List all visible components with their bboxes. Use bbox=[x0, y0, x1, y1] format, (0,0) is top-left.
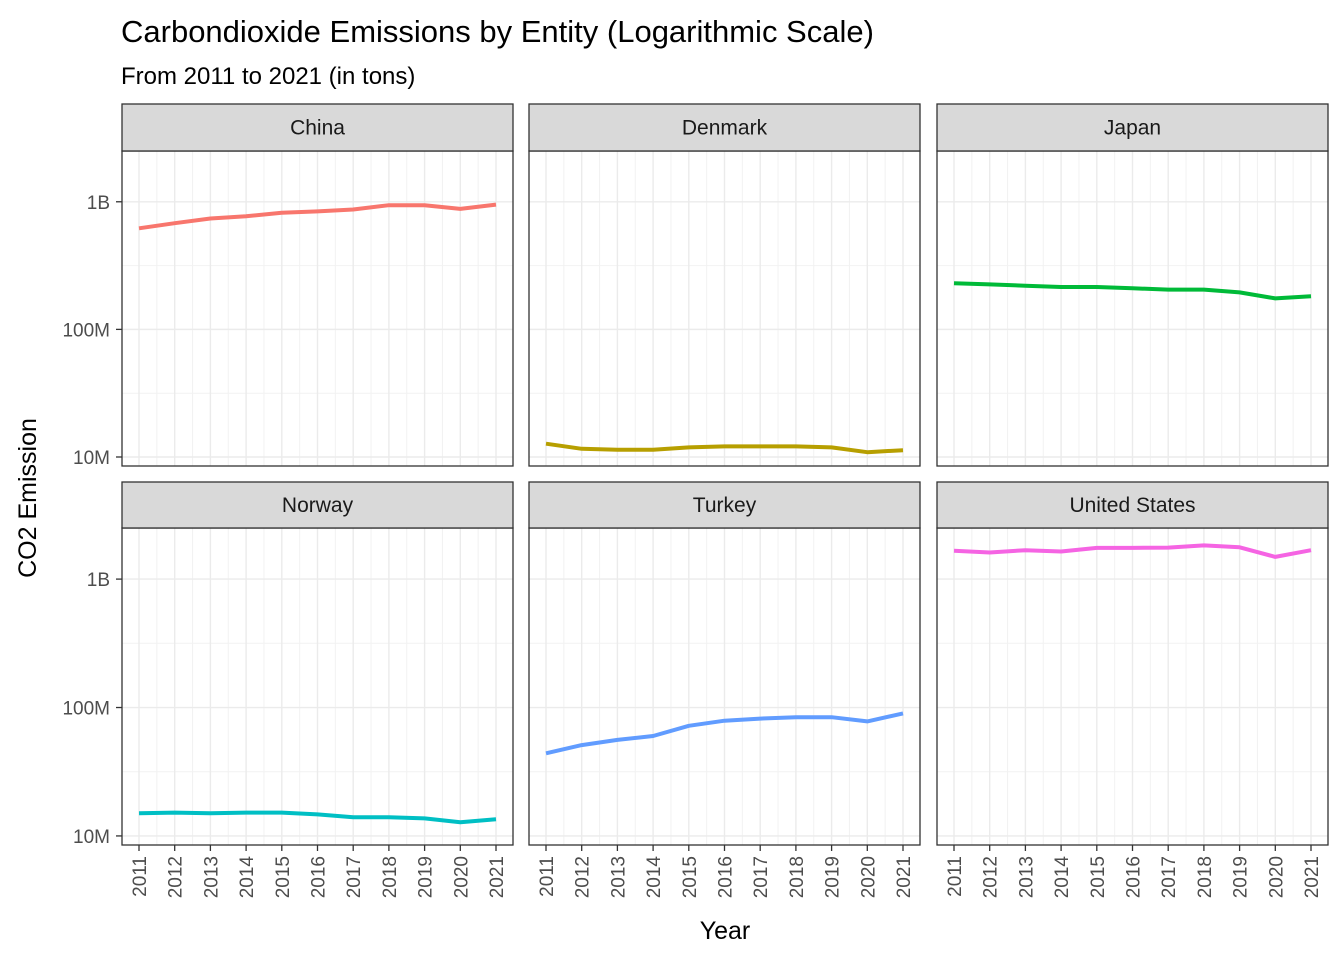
x-tick-label: 2020 bbox=[1266, 856, 1287, 898]
series-line bbox=[953, 281, 1312, 301]
x-tick-label: 2018 bbox=[1195, 856, 1216, 898]
x-tick-label: 2013 bbox=[1016, 856, 1037, 898]
x-tick-label: 2020 bbox=[858, 856, 879, 898]
x-tick-label: 2021 bbox=[1302, 856, 1323, 898]
x-tick-label: 2021 bbox=[894, 856, 915, 898]
x-tick-label: 2011 bbox=[537, 856, 558, 897]
chart-subtitle: From 2011 to 2021 (in tons) bbox=[121, 63, 415, 90]
x-tick-label: 2019 bbox=[416, 856, 437, 898]
series-line bbox=[138, 202, 497, 231]
y-tick-label: 10M bbox=[73, 448, 110, 469]
facet-label: United States bbox=[1069, 494, 1195, 517]
x-tick-label: 2014 bbox=[237, 856, 258, 899]
facet-panel: China 10M 100M 1B bbox=[62, 103, 514, 469]
x-tick-label: 2014 bbox=[1052, 856, 1073, 899]
x-tick-label: 2015 bbox=[273, 856, 294, 898]
facet-strip bbox=[121, 103, 514, 152]
x-tick-label: 2016 bbox=[309, 856, 330, 898]
facet-strip bbox=[121, 481, 514, 529]
x-tick-label: 2016 bbox=[1124, 856, 1145, 898]
series-line bbox=[545, 441, 904, 455]
facet-label: China bbox=[290, 117, 345, 140]
x-tick-label: 2017 bbox=[751, 856, 772, 898]
facet-strip bbox=[528, 481, 921, 529]
y-tick-label: 1B bbox=[87, 570, 110, 591]
x-tick-label: 2011 bbox=[945, 856, 966, 897]
x-tick-label: 2013 bbox=[201, 856, 222, 898]
facet-label: Norway bbox=[282, 494, 354, 517]
x-tick-label: 2015 bbox=[1088, 856, 1109, 898]
series-line bbox=[953, 543, 1312, 559]
facet-panel: Japan bbox=[936, 103, 1329, 467]
facet-label: Japan bbox=[1104, 117, 1161, 140]
facet-panel: Turkey 2011 2012 2013 2014 2015 2016 2017 2018 20… bbox=[528, 481, 921, 899]
y-tick-label: 1B bbox=[87, 193, 110, 214]
facet-strip bbox=[528, 103, 921, 152]
facet-label: Denmark bbox=[682, 117, 768, 140]
x-tick-label: 2011 bbox=[130, 856, 151, 897]
x-tick-label: 2021 bbox=[487, 856, 508, 898]
y-tick-label: 10M bbox=[73, 827, 110, 848]
x-tick-label: 2016 bbox=[716, 856, 737, 898]
chart-title: Carbondioxide Emissions by Entity (Logar… bbox=[121, 14, 874, 49]
facet-panel: Norway 10M 100M 1B 2011 2012 2013 2014 2015 2016 2… bbox=[62, 481, 514, 899]
x-tick-label: 2020 bbox=[451, 856, 472, 898]
x-axis-title: Year bbox=[700, 917, 751, 945]
x-tick-label: 2012 bbox=[981, 856, 1002, 898]
x-tick-label: 2017 bbox=[1159, 856, 1180, 898]
x-tick-label: 2014 bbox=[644, 856, 665, 899]
x-tick-label: 2017 bbox=[344, 856, 365, 898]
facet-label: Turkey bbox=[693, 494, 757, 517]
facet-panels: China 10M 100M 1B Denmark Japan Norway 10M 100M 1… bbox=[62, 103, 1329, 899]
x-tick-label: 2019 bbox=[823, 856, 844, 898]
y-axis-title: CO2 Emission bbox=[14, 418, 42, 578]
y-tick-label: 100M bbox=[62, 320, 110, 341]
x-tick-label: 2018 bbox=[380, 856, 401, 898]
x-tick-label: 2018 bbox=[787, 856, 808, 898]
series-line bbox=[545, 711, 904, 756]
facet-panel: Denmark bbox=[528, 103, 921, 467]
series-line bbox=[138, 810, 497, 825]
x-tick-label: 2012 bbox=[166, 856, 187, 898]
facet-strip bbox=[936, 481, 1329, 529]
x-tick-label: 2013 bbox=[608, 856, 629, 898]
facet-strip bbox=[936, 103, 1329, 152]
facet-panel: United States 2011 2012 2013 2014 2015 2016 201… bbox=[936, 481, 1329, 899]
y-tick-label: 100M bbox=[62, 699, 110, 720]
x-tick-label: 2015 bbox=[680, 856, 701, 898]
x-tick-label: 2012 bbox=[573, 856, 594, 898]
x-tick-label: 2019 bbox=[1231, 856, 1252, 898]
